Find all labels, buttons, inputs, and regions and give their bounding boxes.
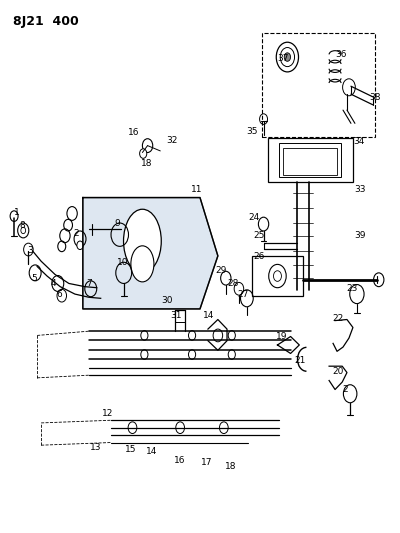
- Text: 1: 1: [14, 208, 19, 217]
- Text: 37: 37: [278, 54, 289, 62]
- Text: 26: 26: [253, 253, 264, 262]
- Text: 18: 18: [225, 463, 237, 471]
- Circle shape: [274, 271, 282, 281]
- Text: 35: 35: [246, 127, 257, 136]
- Circle shape: [374, 273, 384, 287]
- Text: 10: 10: [117, 258, 128, 266]
- Bar: [280, 143, 341, 177]
- Text: 6: 6: [56, 289, 62, 298]
- Text: 9: 9: [114, 219, 120, 228]
- Ellipse shape: [124, 209, 161, 273]
- Circle shape: [284, 53, 290, 61]
- Circle shape: [128, 422, 137, 433]
- Text: 11: 11: [191, 185, 202, 194]
- Circle shape: [220, 422, 228, 433]
- Circle shape: [10, 211, 18, 221]
- Text: 2: 2: [342, 385, 348, 394]
- Text: 8: 8: [19, 221, 25, 230]
- Text: 32: 32: [166, 136, 178, 145]
- Text: 22: 22: [333, 314, 344, 323]
- Text: 14: 14: [146, 447, 157, 456]
- Circle shape: [188, 330, 196, 340]
- Text: 14: 14: [203, 311, 214, 320]
- Text: 29: 29: [215, 266, 226, 275]
- Circle shape: [77, 241, 83, 249]
- Text: 38: 38: [369, 93, 380, 102]
- Text: 25: 25: [253, 231, 264, 240]
- Text: 16: 16: [174, 456, 186, 465]
- Circle shape: [21, 227, 26, 233]
- Text: 36: 36: [335, 50, 347, 59]
- Text: 16: 16: [128, 128, 139, 138]
- Text: 3: 3: [27, 246, 33, 255]
- Circle shape: [228, 330, 235, 340]
- Text: 19: 19: [276, 332, 287, 341]
- Text: 31: 31: [170, 311, 182, 320]
- Text: 20: 20: [332, 367, 344, 376]
- Bar: [252, 256, 303, 296]
- Text: 24: 24: [248, 213, 259, 222]
- Text: 17: 17: [202, 458, 213, 467]
- Text: 34: 34: [353, 138, 364, 147]
- Text: 5: 5: [31, 273, 37, 282]
- Circle shape: [176, 422, 184, 433]
- Text: 7: 7: [87, 279, 92, 288]
- Text: 30: 30: [162, 296, 173, 305]
- Text: 33: 33: [354, 185, 366, 194]
- Bar: [268, 138, 353, 182]
- Circle shape: [141, 350, 148, 359]
- Text: 23: 23: [346, 284, 358, 293]
- Bar: [284, 148, 337, 175]
- Ellipse shape: [131, 246, 154, 282]
- Text: 12: 12: [102, 409, 114, 418]
- Text: 15: 15: [125, 445, 136, 454]
- Text: 4: 4: [50, 279, 56, 288]
- Text: 28: 28: [227, 279, 238, 288]
- Circle shape: [141, 330, 148, 340]
- Circle shape: [188, 350, 196, 359]
- Text: 21: 21: [294, 357, 306, 366]
- Text: 8J21  400: 8J21 400: [13, 14, 79, 28]
- Circle shape: [140, 149, 147, 158]
- Text: 18: 18: [141, 159, 152, 167]
- Circle shape: [142, 139, 153, 152]
- Text: 2: 2: [73, 229, 79, 238]
- Text: 13: 13: [90, 443, 102, 453]
- Text: 27: 27: [237, 289, 248, 298]
- Polygon shape: [83, 198, 218, 309]
- Bar: [262, 33, 375, 136]
- Text: 39: 39: [354, 231, 366, 240]
- Circle shape: [228, 350, 235, 359]
